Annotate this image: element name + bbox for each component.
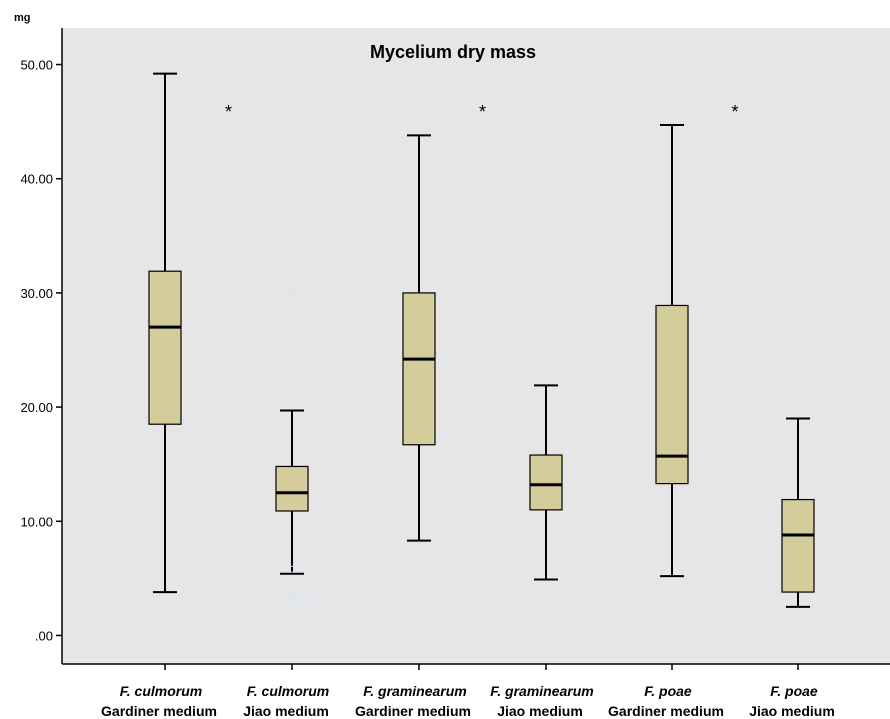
outlier-label: 112 [299, 583, 317, 595]
outlier-points: 120 91 112 114 175 [288, 243, 571, 613]
box-body [781, 498, 815, 593]
category-label-species: F. graminearum [490, 683, 593, 699]
box-2 [275, 409, 309, 575]
significance-asterisk: * [731, 102, 738, 122]
y-tick-label: 40.00 [20, 172, 53, 187]
category-label-species: F. poae [770, 683, 818, 699]
outlier: 91 [288, 558, 311, 573]
chart-title: Mycelium dry mass [370, 42, 536, 62]
box-body [402, 292, 436, 446]
x-axis-ticks: F. culmorum Gardiner medium F. culmorum Jia… [101, 664, 835, 719]
y-tick-label: 50.00 [20, 58, 53, 73]
outlier-marker [288, 289, 296, 297]
y-tick-label: .00 [35, 628, 53, 643]
box-4 [529, 384, 563, 581]
outlier-label: 114 [299, 598, 317, 610]
y-axis-ticks: .00 10.00 20.00 30.00 40.00 50.00 [20, 58, 62, 643]
box-6 [781, 417, 815, 608]
box-5 [655, 124, 689, 578]
plot-area [62, 28, 890, 664]
outlier: 114 [288, 598, 317, 613]
box-1 [148, 72, 182, 594]
category-label-medium: Gardiner medium [101, 703, 217, 719]
outlier-label: 91 [299, 558, 311, 570]
category-label-species: F. culmorum [247, 683, 329, 699]
category-label-species: F. graminearum [363, 683, 466, 699]
category-label-species: F. culmorum [120, 683, 202, 699]
box-body [529, 454, 563, 511]
box-3 [402, 134, 436, 542]
category-label-medium: Jiao medium [243, 703, 329, 719]
y-tick-label: 30.00 [20, 286, 53, 301]
category-label-medium: Gardiner medium [608, 703, 724, 719]
category-label-species: F. poae [644, 683, 692, 699]
outlier-marker [288, 590, 296, 598]
outlier-label: 175 [553, 243, 571, 255]
significance-marks: * * * [225, 102, 739, 122]
outlier-marker [288, 565, 296, 573]
y-tick-label: 10.00 [20, 514, 53, 529]
category-label-medium: Jiao medium [497, 703, 583, 719]
box-body [655, 304, 689, 485]
significance-asterisk: * [479, 102, 486, 122]
outlier: 112 [288, 583, 317, 598]
category-label-medium: Gardiner medium [355, 703, 471, 719]
significance-asterisk: * [225, 102, 232, 122]
outlier-marker [288, 605, 296, 613]
y-tick-label: 20.00 [20, 400, 53, 415]
box-body [148, 270, 182, 425]
box-body [275, 465, 309, 512]
outlier-label: 120 [299, 282, 317, 294]
category-label-medium: Jiao medium [749, 703, 835, 719]
box-series [148, 72, 815, 608]
outlier: 175 [542, 243, 571, 258]
outlier-marker [542, 250, 550, 258]
y-axis-unit: mg [14, 12, 31, 24]
outlier: 120 [288, 282, 317, 297]
